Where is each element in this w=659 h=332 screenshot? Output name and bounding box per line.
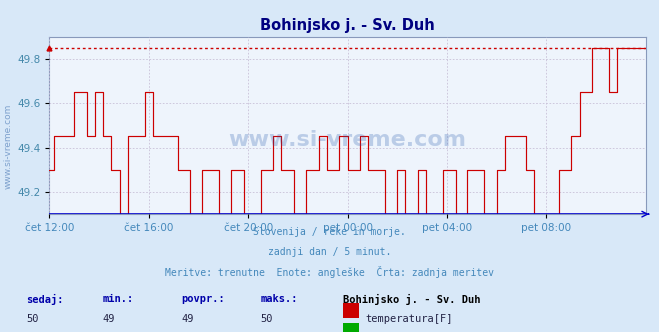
Text: Bohinjsko j. - Sv. Duh: Bohinjsko j. - Sv. Duh (343, 294, 480, 305)
Text: povpr.:: povpr.: (181, 294, 225, 304)
Text: 50: 50 (260, 314, 273, 324)
Text: zadnji dan / 5 minut.: zadnji dan / 5 minut. (268, 247, 391, 257)
Title: Bohinjsko j. - Sv. Duh: Bohinjsko j. - Sv. Duh (260, 18, 435, 33)
Text: 49: 49 (181, 314, 194, 324)
Text: 49: 49 (102, 314, 115, 324)
Text: 50: 50 (26, 314, 39, 324)
Text: www.si-vreme.com: www.si-vreme.com (3, 103, 13, 189)
Text: www.si-vreme.com: www.si-vreme.com (229, 129, 467, 149)
Text: maks.:: maks.: (260, 294, 298, 304)
Text: Meritve: trenutne  Enote: angleške  Črta: zadnja meritev: Meritve: trenutne Enote: angleške Črta: … (165, 266, 494, 278)
Text: Slovenija / reke in morje.: Slovenija / reke in morje. (253, 227, 406, 237)
Text: sedaj:: sedaj: (26, 294, 64, 305)
Text: temperatura[F]: temperatura[F] (366, 314, 453, 324)
Text: min.:: min.: (102, 294, 133, 304)
